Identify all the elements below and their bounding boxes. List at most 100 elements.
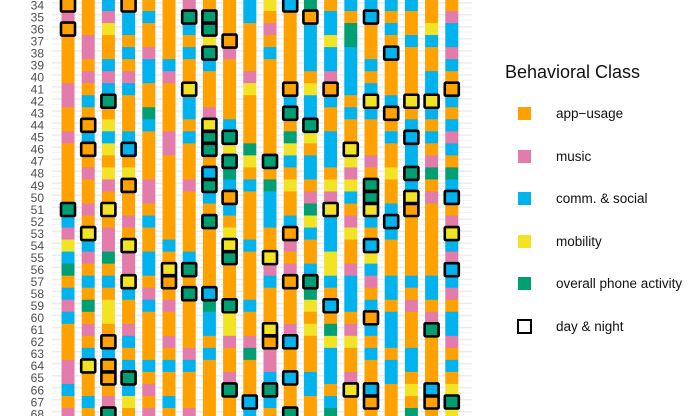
cell-comm-social [344, 83, 358, 96]
cell-music [364, 275, 378, 289]
gridline [52, 314, 472, 317]
legend-title: Behavioral Class [505, 62, 641, 82]
cell-app-usage [122, 203, 136, 216]
cell-music [182, 179, 196, 192]
y-tick-label: 63 [31, 347, 45, 361]
day-night-marker [221, 33, 238, 49]
cell-overall-phone-activity [303, 275, 317, 289]
cell-app-usage [303, 359, 317, 373]
day-night-marker [120, 141, 137, 158]
cell-comm-social [303, 95, 317, 108]
cell-app-usage [202, 275, 216, 289]
cell-comm-social [122, 47, 136, 60]
cell-app-usage [142, 323, 156, 337]
cell-app-usage [384, 408, 398, 416]
behavior-heatmap: 3435363738394041424344454647484950515253… [31, 0, 472, 416]
cell-comm-social [202, 287, 216, 301]
cell-music [263, 263, 277, 277]
cell-app-usage [243, 359, 257, 373]
cell-app-usage [142, 239, 156, 253]
cell-app-usage [182, 323, 196, 337]
cell-mobility [404, 383, 418, 397]
cell-app-usage [122, 347, 136, 361]
cell-comm-social [243, 299, 257, 313]
cell-mobility [344, 179, 358, 192]
cell-comm-social [81, 347, 95, 361]
gridline [52, 146, 472, 148]
cell-music [404, 299, 418, 313]
cell-app-usage [283, 275, 297, 289]
cell-app-usage [404, 251, 418, 265]
cell-app-usage [122, 191, 136, 204]
cell-comm-social [142, 71, 156, 84]
cell-app-usage [202, 251, 216, 265]
cell-music [142, 383, 156, 397]
cell-mobility [223, 239, 237, 253]
cell-comm-social [324, 59, 338, 72]
cell-mobility [404, 95, 418, 108]
cell-app-usage [81, 83, 95, 96]
cell-overall-phone-activity [182, 263, 196, 277]
cell-app-usage [142, 23, 156, 36]
cell-app-usage [425, 299, 439, 313]
cell-overall-phone-activity [243, 347, 257, 361]
cell-mobility [425, 95, 439, 108]
cell-comm-social [445, 35, 459, 48]
cell-music [283, 323, 297, 337]
cell-comm-social [364, 263, 378, 277]
cell-app-usage [223, 263, 237, 277]
gridline [52, 302, 472, 305]
cell-comm-social [324, 227, 338, 240]
cell-overall-phone-activity [263, 179, 277, 192]
cell-mobility [243, 155, 257, 168]
cell-app-usage [263, 107, 277, 120]
cell-app-usage [344, 203, 358, 216]
cell-app-usage [142, 335, 156, 349]
cell-app-usage [81, 59, 95, 72]
cell-overall-phone-activity [344, 23, 358, 36]
cell-comm-social [283, 0, 297, 12]
cell-app-usage [243, 215, 257, 228]
day-night-marker [160, 273, 178, 290]
cell-app-usage [404, 11, 418, 24]
day-night-marker [79, 358, 97, 374]
cell-comm-social [81, 131, 95, 144]
gridline [52, 43, 472, 45]
cell-app-usage [283, 227, 297, 240]
cell-mobility [101, 23, 115, 36]
cell-music [142, 191, 156, 204]
cell-app-usage [162, 347, 176, 361]
gridline [52, 296, 472, 298]
cell-comm-social [303, 167, 317, 180]
cell-overall-phone-activity [364, 191, 378, 204]
cell-mobility [223, 311, 237, 325]
cell-music [324, 71, 338, 84]
cell-comm-social [243, 408, 257, 416]
cell-overall-phone-activity [223, 131, 237, 144]
cell-app-usage [445, 371, 459, 385]
cell-app-usage [283, 311, 297, 325]
cell-music [364, 155, 378, 168]
cell-mobility [202, 35, 216, 48]
cell-app-usage [202, 359, 216, 373]
gridline [52, 218, 472, 221]
y-tick-label: 50 [31, 191, 45, 205]
day-night-marker [201, 285, 218, 302]
cell-mobility [283, 143, 297, 156]
cell-comm-social [223, 119, 237, 132]
cell-app-usage [243, 227, 257, 240]
cell-app-usage [283, 83, 297, 96]
cell-app-usage [425, 11, 439, 24]
cell-app-usage [142, 227, 156, 240]
cell-comm-social [384, 203, 398, 216]
cell-app-usage [425, 371, 439, 385]
cell-app-usage [324, 383, 338, 397]
cell-app-usage [425, 335, 439, 349]
cell-overall-phone-activity [223, 383, 237, 397]
cell-music [263, 23, 277, 36]
y-tick-label: 55 [31, 251, 45, 265]
cell-app-usage [61, 35, 75, 48]
cell-comm-social [223, 179, 237, 192]
cell-comm-social [122, 335, 136, 349]
cell-music [283, 263, 297, 277]
